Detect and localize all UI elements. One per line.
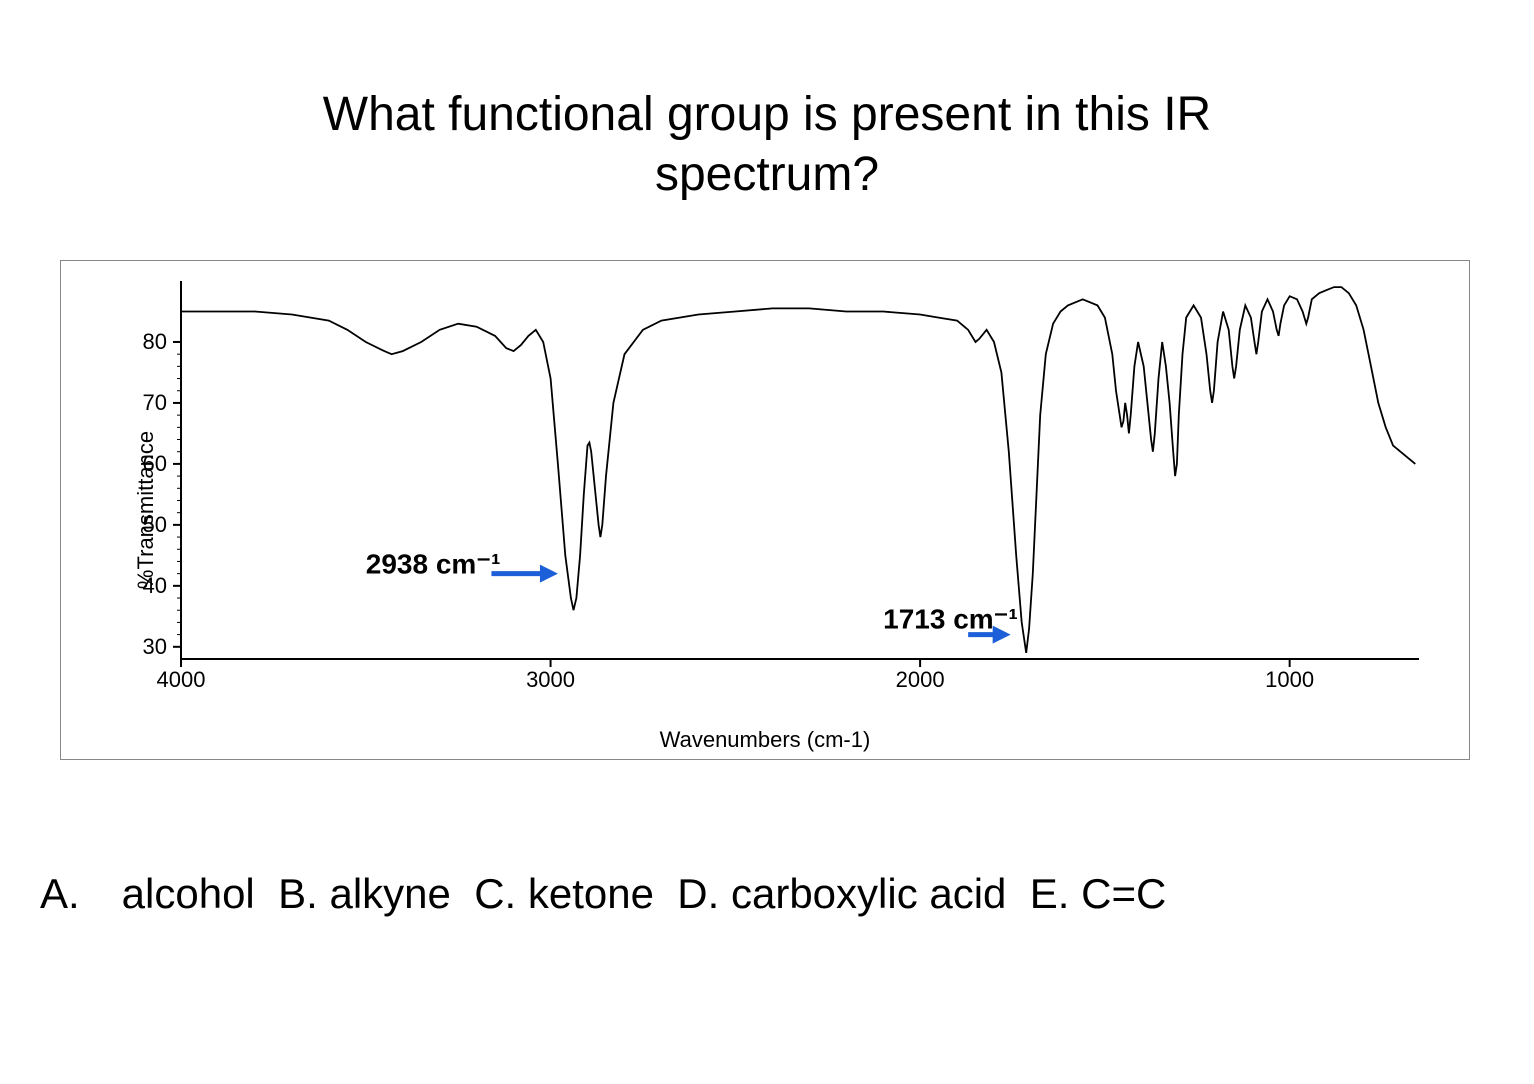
svg-text:40: 40: [143, 573, 167, 598]
svg-text:60: 60: [143, 451, 167, 476]
ir-spectrum-plot-area: 30405060708040003000200010002938 cm⁻¹171…: [101, 271, 1429, 699]
svg-text:4000: 4000: [157, 667, 206, 692]
answer-choices-text: alcohol B. alkyne C. ketone D. carboxyli…: [122, 870, 1167, 917]
answer-choices: A. alcohol B. alkyne C. ketone D. carbox…: [40, 870, 1490, 918]
page: What functional group is present in this…: [0, 0, 1534, 1084]
question-title-line2: spectrum?: [655, 148, 879, 201]
question-title: What functional group is present in this…: [0, 85, 1534, 205]
ir-spectrum-svg: 30405060708040003000200010002938 cm⁻¹171…: [101, 271, 1429, 699]
svg-text:2938 cm⁻¹: 2938 cm⁻¹: [366, 549, 501, 580]
svg-text:2000: 2000: [896, 667, 945, 692]
ir-spectrum-frame: %Transmittance Wavenumbers (cm-1) 304050…: [60, 260, 1470, 760]
question-title-line1: What functional group is present in this…: [323, 88, 1211, 141]
svg-text:80: 80: [143, 329, 167, 354]
svg-text:1000: 1000: [1265, 667, 1314, 692]
svg-text:30: 30: [143, 634, 167, 659]
answer-prefix-letter: A.: [40, 870, 110, 918]
x-axis-label: Wavenumbers (cm-1): [61, 727, 1469, 753]
svg-text:50: 50: [143, 512, 167, 537]
svg-text:70: 70: [143, 390, 167, 415]
svg-text:3000: 3000: [526, 667, 575, 692]
